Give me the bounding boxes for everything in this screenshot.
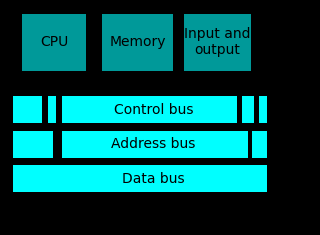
Text: Control bus: Control bus (114, 103, 193, 117)
Bar (13, 131, 53, 158)
Bar (13, 165, 267, 192)
Text: Input and
output: Input and output (184, 27, 251, 57)
Bar (13, 96, 42, 123)
Bar (22, 14, 86, 70)
Text: Address bus: Address bus (111, 137, 196, 151)
Bar (102, 14, 173, 70)
Bar (62, 96, 237, 123)
Bar (62, 131, 248, 158)
Text: Data bus: Data bus (122, 172, 185, 186)
Bar (252, 131, 267, 158)
Bar (242, 96, 254, 123)
Bar (184, 14, 251, 70)
Text: CPU: CPU (40, 35, 68, 49)
Bar (48, 96, 56, 123)
Text: Memory: Memory (109, 35, 166, 49)
Bar (259, 96, 267, 123)
